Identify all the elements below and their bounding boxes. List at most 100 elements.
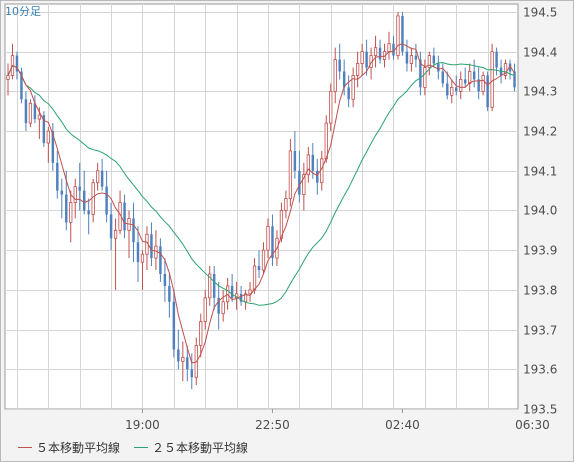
candle-up — [284, 198, 288, 211]
candle-up — [302, 174, 306, 195]
y-tick-label: 194.2 — [523, 125, 557, 139]
x-tick-label: 19:00 — [125, 418, 160, 432]
candle-down — [42, 115, 46, 143]
y-tick-label: 194.1 — [523, 165, 557, 179]
ma25-line — [7, 62, 515, 306]
y-tick-label: 194.3 — [523, 85, 557, 99]
candle-down — [472, 71, 476, 80]
candle-down — [163, 274, 167, 286]
plot-area — [4, 3, 519, 410]
x-tick-label: 22:50 — [255, 418, 290, 432]
candle-down — [186, 357, 189, 370]
candle-down — [414, 55, 418, 60]
candle-up — [423, 67, 427, 88]
candle-down — [109, 214, 113, 239]
candle-down — [20, 71, 23, 100]
y-tick-label: 194.0 — [523, 204, 557, 218]
legend-swatch-ma25 — [134, 447, 149, 448]
candle-up — [140, 253, 145, 263]
candle-down — [190, 369, 194, 378]
x-tick-label: 02:40 — [385, 418, 420, 432]
candle-up — [28, 102, 33, 124]
candle-up — [360, 51, 364, 64]
candle-down — [33, 103, 37, 120]
y-tick-label: 193.5 — [523, 403, 557, 417]
candle-down — [446, 83, 449, 96]
legend-swatch-ma5 — [18, 447, 32, 448]
candle-down — [136, 242, 140, 263]
candle-down — [338, 59, 341, 72]
candle-up — [252, 265, 257, 291]
legend-label-ma5: ５本移動平均線 — [36, 441, 121, 455]
candle-up — [96, 170, 100, 184]
candle-up — [459, 79, 463, 92]
y-tick-label: 194.5 — [523, 6, 557, 20]
candle-up — [387, 43, 391, 53]
candle-down — [419, 59, 422, 88]
candle-down — [293, 150, 297, 171]
candle-up — [266, 225, 270, 251]
candle-down — [257, 266, 261, 271]
candle-down — [172, 301, 176, 350]
candle-up — [6, 75, 10, 80]
candle-down — [105, 186, 108, 215]
candle-down — [65, 194, 68, 223]
candle-up — [181, 356, 185, 362]
candle-up — [351, 75, 355, 100]
candle-down — [455, 87, 458, 92]
candle-up — [333, 59, 337, 92]
candle-up — [248, 289, 252, 295]
candle-down — [405, 51, 409, 64]
candle-down — [132, 218, 135, 243]
candle-up — [208, 273, 212, 299]
candle-up — [261, 249, 266, 271]
candle-up — [199, 321, 203, 346]
candle-up — [409, 55, 414, 64]
candle-up — [279, 210, 284, 239]
candle-down — [342, 71, 346, 88]
candle-up — [450, 86, 454, 96]
candle-down — [311, 154, 315, 171]
candle-down — [78, 186, 81, 191]
candle-up — [468, 71, 472, 84]
candle-down — [401, 15, 404, 52]
ma5-line — [7, 43, 515, 364]
candle-up — [427, 55, 431, 68]
candle-down — [513, 71, 516, 88]
candle-down — [477, 79, 480, 92]
candle-up — [113, 229, 118, 239]
candle-down — [239, 293, 243, 302]
candle-up — [320, 158, 324, 184]
candle-down — [123, 202, 126, 231]
candle-down — [463, 79, 467, 84]
candle-down — [316, 170, 319, 183]
candle-down — [82, 190, 86, 211]
legend-item-ma5: ５本移動平均線 — [18, 439, 120, 456]
candle-up — [226, 285, 230, 303]
candle-up — [355, 63, 360, 76]
interval-label: 10分足 — [5, 5, 41, 18]
candle-down — [100, 170, 104, 187]
legend: ５本移動平均線 ２５本移動平均線 — [18, 439, 248, 456]
candle-up — [396, 15, 400, 57]
candle-up — [69, 202, 73, 223]
candle-down — [24, 99, 28, 124]
y-tick-label: 193.8 — [523, 284, 557, 298]
candle-up — [329, 90, 333, 124]
candle-down — [177, 349, 180, 362]
candle-down — [60, 190, 64, 195]
candle-up — [490, 51, 494, 108]
candle-down — [56, 162, 59, 191]
legend-item-ma25: ２５本移動平均線 — [134, 439, 248, 456]
candle-down — [347, 87, 350, 100]
candle-up — [203, 297, 207, 323]
y-tick-label: 193.7 — [523, 324, 557, 338]
candle-down — [87, 210, 90, 215]
x-tick-label: 06:30 — [515, 418, 550, 432]
candle-down — [150, 234, 153, 259]
candle-up — [91, 182, 95, 215]
candle-down — [15, 55, 19, 72]
y-tick-label: 194.4 — [523, 46, 557, 60]
candle-down — [508, 63, 512, 72]
candle-down — [437, 63, 440, 72]
